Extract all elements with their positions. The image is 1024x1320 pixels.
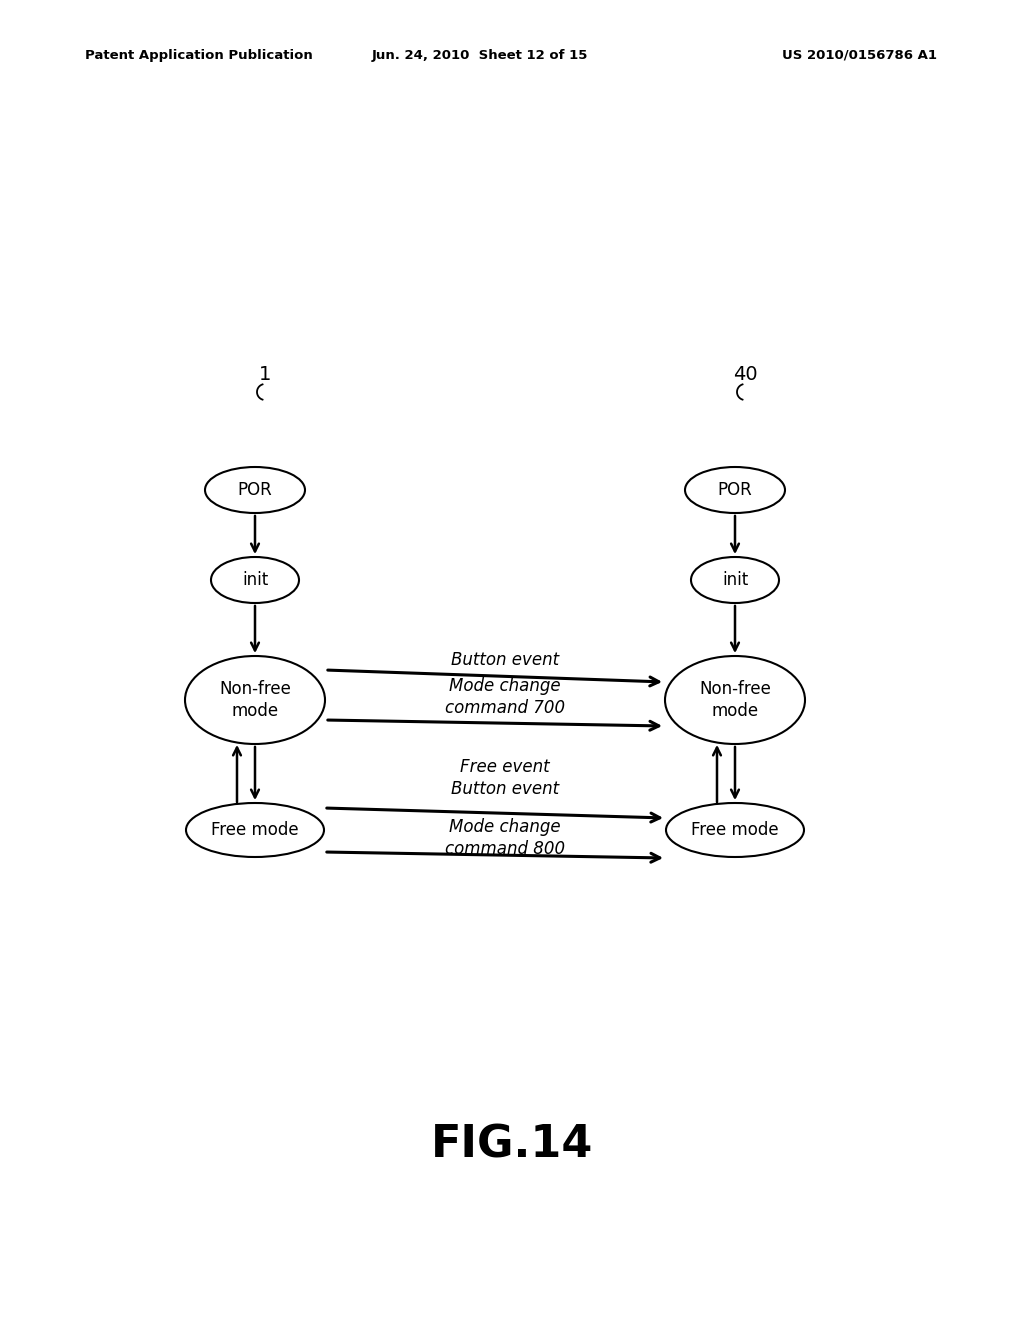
Text: POR: POR [718,480,753,499]
Text: FIG.14: FIG.14 [431,1123,593,1167]
Text: Free mode: Free mode [691,821,779,840]
Text: init: init [242,572,268,589]
Ellipse shape [211,557,299,603]
Ellipse shape [685,467,785,513]
Text: Button event: Button event [451,651,559,669]
Text: Non-free
mode: Non-free mode [219,680,291,721]
Ellipse shape [205,467,305,513]
Text: Mode change
command 800: Mode change command 800 [445,818,565,858]
Ellipse shape [186,803,324,857]
Text: US 2010/0156786 A1: US 2010/0156786 A1 [782,49,938,62]
Text: Mode change
command 700: Mode change command 700 [445,677,565,717]
Text: POR: POR [238,480,272,499]
Ellipse shape [665,656,805,744]
Ellipse shape [666,803,804,857]
Text: Jun. 24, 2010  Sheet 12 of 15: Jun. 24, 2010 Sheet 12 of 15 [372,49,588,62]
Text: Patent Application Publication: Patent Application Publication [85,49,312,62]
Text: Free event
Button event: Free event Button event [451,758,559,799]
Text: 40: 40 [733,366,758,384]
Text: Free mode: Free mode [211,821,299,840]
Text: 1: 1 [259,366,271,384]
Ellipse shape [185,656,325,744]
Text: init: init [722,572,749,589]
Text: Non-free
mode: Non-free mode [699,680,771,721]
Ellipse shape [691,557,779,603]
